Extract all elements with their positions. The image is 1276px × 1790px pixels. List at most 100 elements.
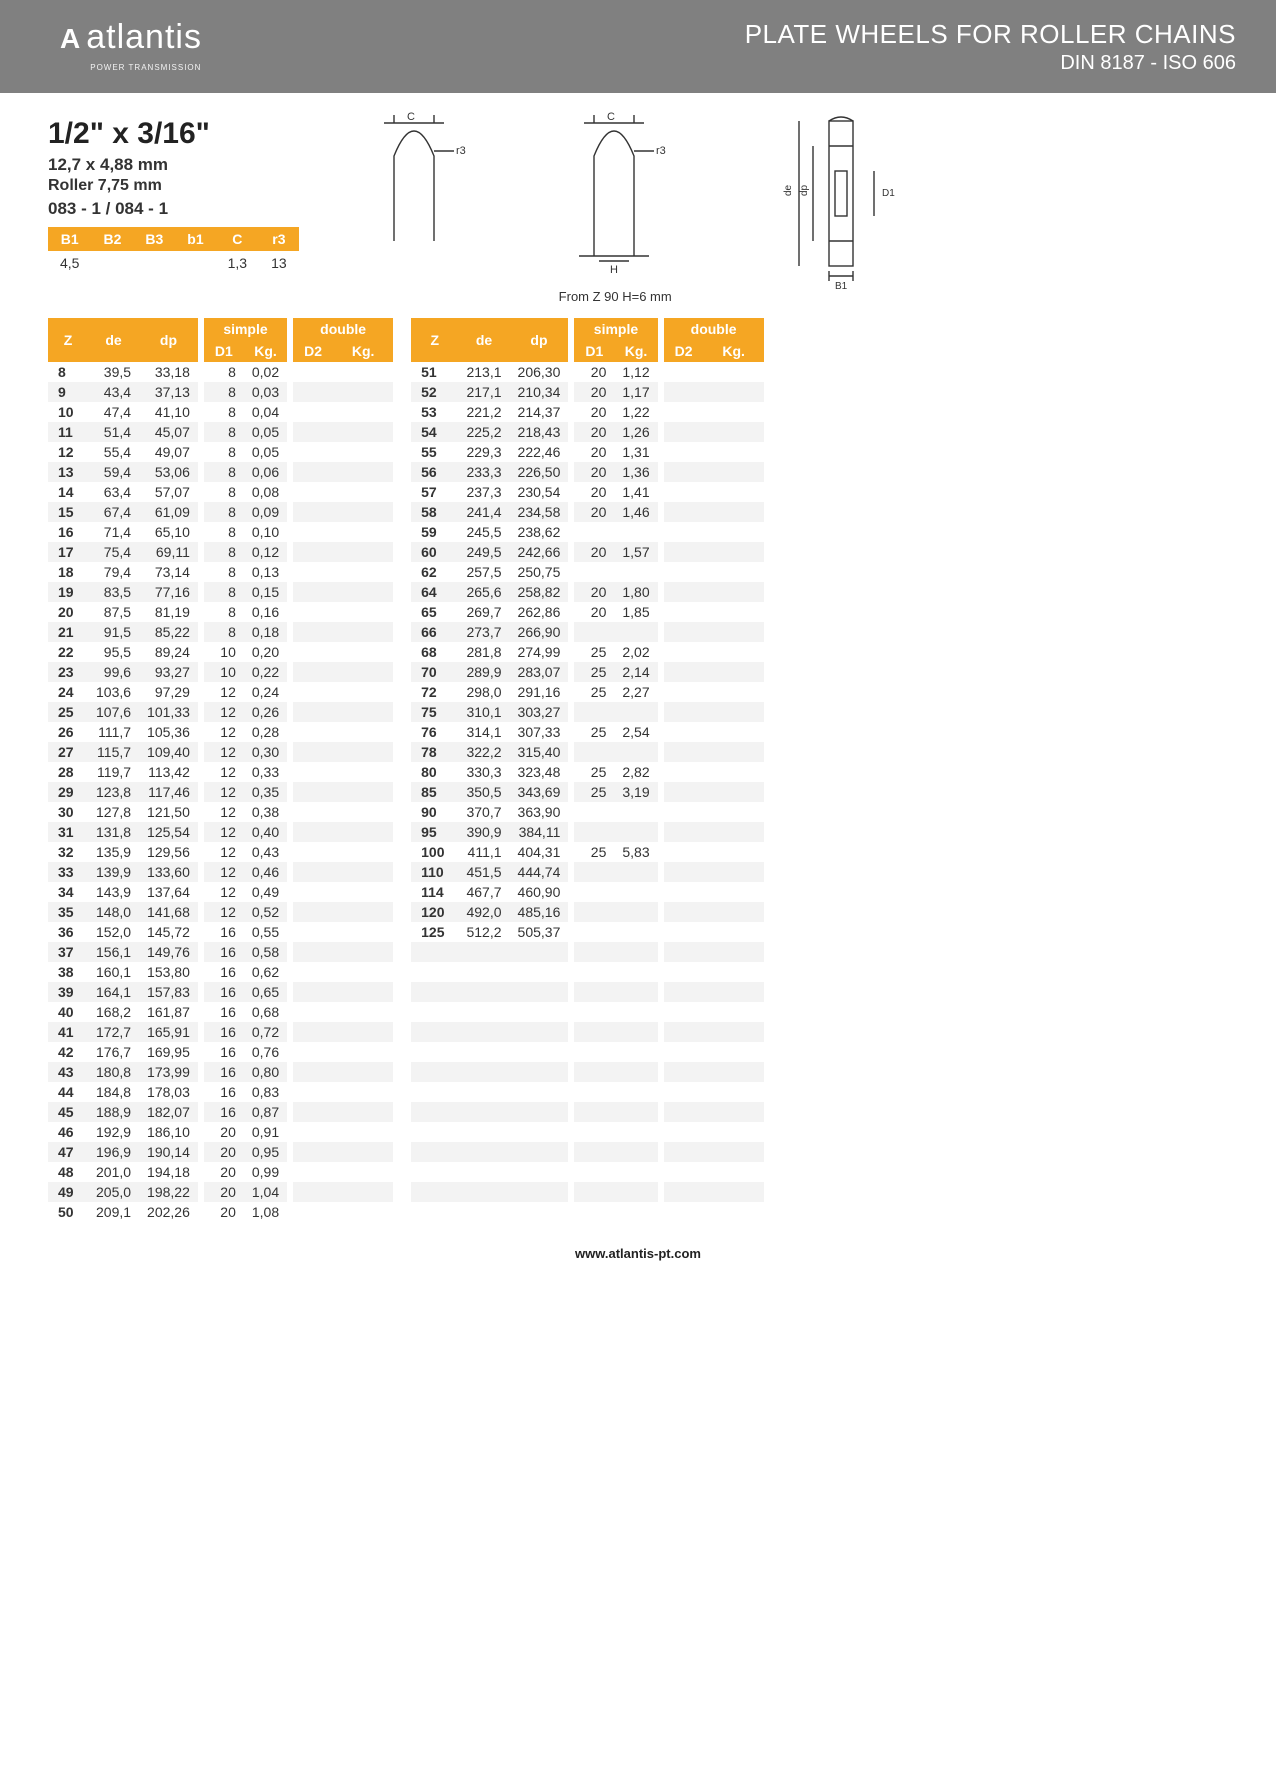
table-row: 64265,6258,82201,80 <box>411 582 763 602</box>
table-row: 1151,445,0780,05 <box>48 422 393 442</box>
table-row: 66273,7266,90 <box>411 622 763 642</box>
table-row: 37156,1149,76160,58 <box>48 942 393 962</box>
svg-text:C: C <box>407 111 415 123</box>
table-row: 125512,2505,37 <box>411 922 763 942</box>
col-z: Z <box>48 318 88 362</box>
svg-text:D1: D1 <box>882 188 895 199</box>
table-row: 62257,5250,75 <box>411 562 763 582</box>
svg-text:r3: r3 <box>456 145 466 157</box>
param-header: B1 <box>48 227 91 251</box>
table-row: 26111,7105,36120,28 <box>48 722 393 742</box>
table-row-empty <box>411 1142 763 1162</box>
diagram-side: de dp D1 B1 <box>779 111 909 291</box>
table-row: 839,533,1880,02 <box>48 362 393 382</box>
table-row: 47196,9190,14200,95 <box>48 1142 393 1162</box>
table-row: 95390,9384,11 <box>411 822 763 842</box>
table-row: 59245,5238,62 <box>411 522 763 542</box>
col-kg: Kg. <box>244 340 287 362</box>
table-row: 25107,6101,33120,26 <box>48 702 393 722</box>
table-row: 30127,8121,50120,38 <box>48 802 393 822</box>
table-row: 29123,8117,46120,35 <box>48 782 393 802</box>
col-dp: dp <box>139 318 198 362</box>
table-row: 60249,5242,66201,57 <box>411 542 763 562</box>
table-row: 110451,5444,74 <box>411 862 763 882</box>
table-row: 24103,697,29120,24 <box>48 682 393 702</box>
logo-mark: A <box>60 23 78 55</box>
col-double: double <box>293 318 393 340</box>
svg-text:H: H <box>610 264 618 276</box>
param-cell <box>175 251 215 275</box>
table-row: 39164,1157,83160,65 <box>48 982 393 1002</box>
table-row: 32135,9129,56120,43 <box>48 842 393 862</box>
spec-dimensions: 12,7 x 4,88 mm <box>48 155 299 175</box>
data-table-left: Z de dp simple double D1 Kg. D2 Kg. 839,… <box>48 318 393 1222</box>
svg-text:de: de <box>783 184 794 196</box>
col-kg2: Kg. <box>704 340 764 362</box>
table-row: 2191,585,2280,18 <box>48 622 393 642</box>
table-row: 51213,1206,30201,12 <box>411 362 763 382</box>
logo-subtext: POWER TRANSMISSION <box>90 63 201 72</box>
footer-url: www.atlantis-pt.com <box>48 1246 1228 1291</box>
table-row-empty <box>411 1182 763 1202</box>
table-row: 78322,2315,40 <box>411 742 763 762</box>
param-header: B2 <box>91 227 133 251</box>
table-row: 100411,1404,31255,83 <box>411 842 763 862</box>
svg-text:C: C <box>607 111 615 123</box>
col-kg2: Kg. <box>333 340 393 362</box>
table-row: 2295,589,24100,20 <box>48 642 393 662</box>
col-simple: simple <box>574 318 657 340</box>
table-row: 34143,9137,64120,49 <box>48 882 393 902</box>
param-cell: 13 <box>259 251 299 275</box>
table-row: 68281,8274,99252,02 <box>411 642 763 662</box>
spec-block: 1/2" x 3/16" 12,7 x 4,88 mm Roller 7,75 … <box>48 117 299 275</box>
table-row: 1255,449,0780,05 <box>48 442 393 462</box>
table-row: 27115,7109,40120,30 <box>48 742 393 762</box>
table-row-empty <box>411 1202 763 1222</box>
table-row: 85350,5343,69253,19 <box>411 782 763 802</box>
table-row: 55229,3222,46201,31 <box>411 442 763 462</box>
table-row: 1047,441,1080,04 <box>48 402 393 422</box>
logo: A atlantis POWER TRANSMISSION <box>60 18 202 75</box>
table-row-empty <box>411 942 763 962</box>
table-row: 28119,7113,42120,33 <box>48 762 393 782</box>
spec-code: 083 - 1 / 084 - 1 <box>48 199 299 219</box>
svg-text:r3: r3 <box>656 145 666 157</box>
diagram-note: From Z 90 H=6 mm <box>559 289 689 304</box>
table-row: 120492,0485,16 <box>411 902 763 922</box>
header-bar: A atlantis POWER TRANSMISSION PLATE WHEE… <box>0 0 1276 93</box>
table-row: 44184,8178,03160,83 <box>48 1082 393 1102</box>
param-cell: 1,3 <box>216 251 259 275</box>
table-row: 38160,1153,80160,62 <box>48 962 393 982</box>
col-double: double <box>664 318 764 340</box>
table-row-empty <box>411 1022 763 1042</box>
col-kg: Kg. <box>614 340 657 362</box>
params-table: B1B2B3b1Cr3 4,51,313 <box>48 227 299 275</box>
param-cell <box>133 251 175 275</box>
table-row: 42176,7169,95160,76 <box>48 1042 393 1062</box>
table-row: 1775,469,1180,12 <box>48 542 393 562</box>
data-table-right: Z de dp simple double D1 Kg. D2 Kg. 5121… <box>411 318 763 1222</box>
table-row: 53221,2214,37201,22 <box>411 402 763 422</box>
col-d1: D1 <box>204 340 244 362</box>
param-header: r3 <box>259 227 299 251</box>
param-header: B3 <box>133 227 175 251</box>
table-row: 76314,1307,33252,54 <box>411 722 763 742</box>
table-row: 57237,3230,54201,41 <box>411 482 763 502</box>
diagram-tooth-2: H C r3 From Z 90 H=6 mm <box>559 111 689 304</box>
svg-text:dp: dp <box>799 184 810 196</box>
col-z: Z <box>411 318 458 362</box>
col-d1: D1 <box>574 340 614 362</box>
table-row: 48201,0194,18200,99 <box>48 1162 393 1182</box>
table-row: 50209,1202,26201,08 <box>48 1202 393 1222</box>
table-row: 70289,9283,07252,14 <box>411 662 763 682</box>
col-d2: D2 <box>664 340 704 362</box>
table-row: 49205,0198,22201,04 <box>48 1182 393 1202</box>
table-row: 31131,8125,54120,40 <box>48 822 393 842</box>
table-row: 1983,577,1680,15 <box>48 582 393 602</box>
table-row: 72298,0291,16252,27 <box>411 682 763 702</box>
table-row: 2087,581,1980,16 <box>48 602 393 622</box>
table-row: 41172,7165,91160,72 <box>48 1022 393 1042</box>
table-row: 1671,465,1080,10 <box>48 522 393 542</box>
table-row: 43180,8173,99160,80 <box>48 1062 393 1082</box>
logo-text: atlantis <box>86 18 202 56</box>
